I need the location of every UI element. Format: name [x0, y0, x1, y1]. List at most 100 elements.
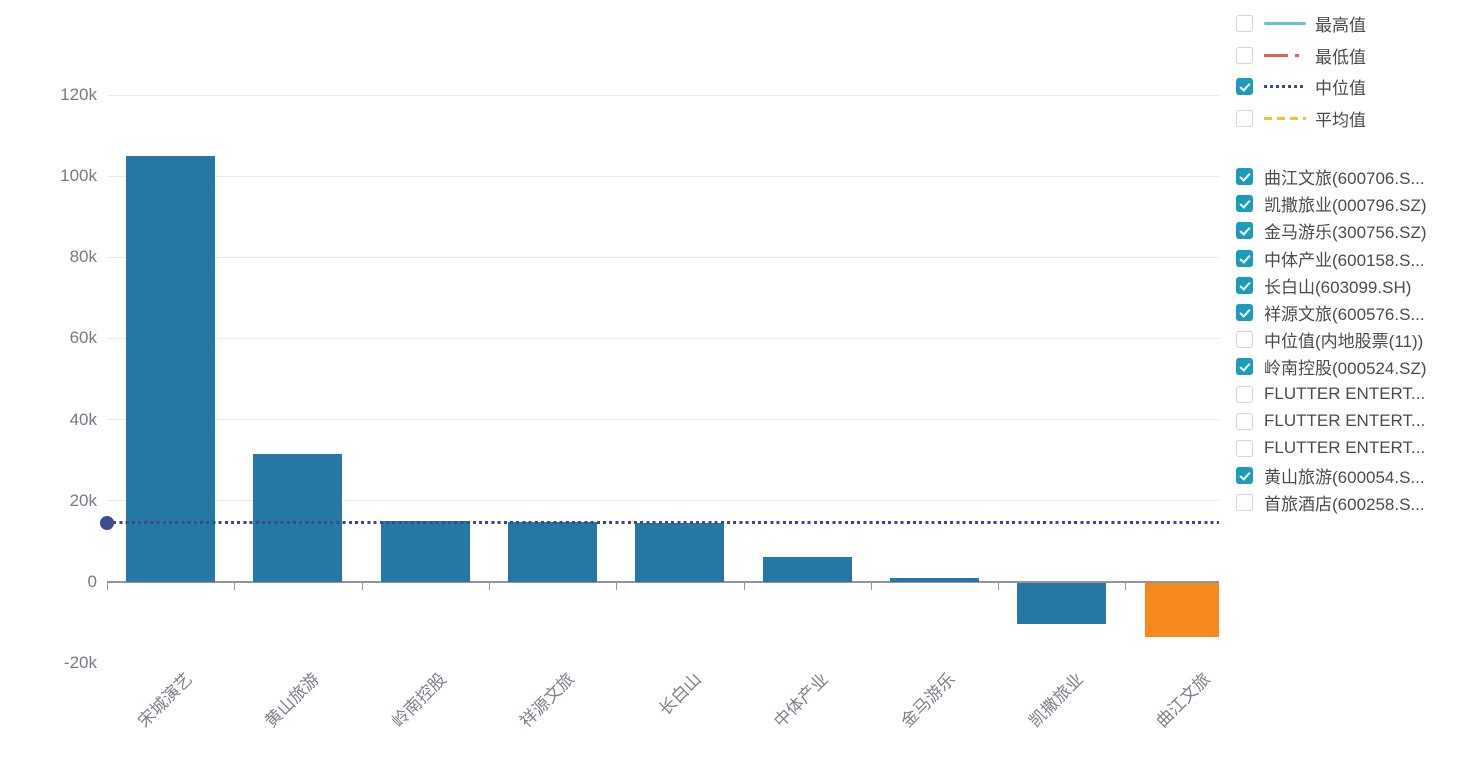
- x-axis-category-label: 岭南控股: [388, 669, 451, 732]
- x-axis-tick: [616, 582, 618, 590]
- legend-series-item[interactable]: FLUTTER ENTERT...: [1236, 381, 1477, 408]
- legend-panel: 最高值最低值 中位值平均值 曲江文旅(600706.S... 凯撒旅业(000796…: [1236, 8, 1477, 516]
- checkbox[interactable]: [1236, 412, 1253, 430]
- checkbox[interactable]: [1236, 46, 1253, 64]
- legend-series-label: FLUTTER ENTERT...: [1264, 384, 1426, 404]
- bar[interactable]: [762, 556, 852, 582]
- y-axis-tick-label: 20k: [69, 490, 97, 510]
- checkbox[interactable]: [1236, 222, 1253, 240]
- legend-series-label: 长白山(603099.SH): [1264, 277, 1412, 297]
- gridline: [107, 337, 1219, 339]
- x-axis-tick: [998, 582, 1000, 590]
- x-axis-category-label: 凯撒旅业: [1025, 669, 1087, 732]
- legend-item-平均值[interactable]: 平均值: [1236, 103, 1477, 135]
- legend-series-label: FLUTTER ENTERT...: [1264, 411, 1426, 431]
- median-line-start-dot: [100, 515, 114, 530]
- legend-item-label: 最高值: [1315, 16, 1366, 36]
- bar[interactable]: [1017, 582, 1107, 625]
- checkbox[interactable]: [1236, 276, 1253, 294]
- legend-series-item[interactable]: 长白山(603099.SH): [1236, 272, 1477, 299]
- checkbox[interactable]: [1236, 78, 1253, 96]
- legend-series-item[interactable]: 祥源文旅(600576.S...: [1236, 299, 1477, 326]
- legend-series-item[interactable]: FLUTTER ENTERT...: [1236, 435, 1477, 462]
- legend-series-label: 中体产业(600158.S...: [1264, 250, 1425, 270]
- legend-series-label: 岭南控股(000524.SZ): [1264, 359, 1427, 379]
- x-axis-tick: [107, 582, 108, 590]
- checkbox[interactable]: [1236, 195, 1253, 213]
- legend-item-最高值[interactable]: 最高值: [1236, 8, 1477, 40]
- legend-item-label: 平均值: [1315, 110, 1366, 130]
- bar[interactable]: [380, 521, 470, 582]
- legend-series-label: 黄山旅游(600054.S...: [1264, 468, 1425, 488]
- checkbox[interactable]: [1236, 439, 1253, 457]
- checkbox[interactable]: [1236, 494, 1253, 512]
- bar[interactable]: [126, 155, 216, 582]
- gridline: [107, 419, 1219, 421]
- x-axis-category-label: 祥源文旅: [515, 669, 578, 732]
- checkbox[interactable]: [1236, 385, 1253, 403]
- legend-series-item[interactable]: 中位值(内地股票(11)): [1236, 326, 1477, 353]
- gridline: [107, 256, 1219, 258]
- checkbox[interactable]: [1236, 304, 1253, 322]
- checkbox[interactable]: [1236, 15, 1253, 33]
- legend-item-中位值[interactable]: 中位值: [1236, 71, 1477, 103]
- legend-line-swatch-icon: [1264, 22, 1306, 26]
- y-axis-tick-label: 40k: [69, 409, 97, 429]
- bar[interactable]: [253, 454, 343, 582]
- legend-series-item[interactable]: 金马游乐(300756.SZ): [1236, 217, 1477, 244]
- bar[interactable]: [635, 522, 725, 582]
- x-axis-category-label: 宋城演艺: [134, 669, 196, 732]
- x-axis-tick: [743, 582, 745, 590]
- y-axis-tick-label: 0: [87, 571, 97, 591]
- x-axis-category-label: 黄山旅游: [261, 669, 323, 732]
- legend-series-label: 祥源文旅(600576.S...: [1264, 305, 1425, 325]
- x-axis-tick: [361, 582, 363, 590]
- gridline: [107, 95, 1219, 96]
- legend-series-item[interactable]: 曲江文旅(600706.S...: [1236, 163, 1477, 190]
- x-axis-tick: [1125, 582, 1127, 590]
- legend-series-item[interactable]: 凯撒旅业(000796.SZ): [1236, 190, 1477, 217]
- legend-series-label: 曲江文旅(600706.S...: [1264, 169, 1425, 189]
- legend-series-item[interactable]: 黄山旅游(600054.S...: [1236, 462, 1477, 489]
- legend-line-swatch-icon: [1264, 85, 1306, 89]
- bar[interactable]: [508, 522, 598, 582]
- legend-series-label: 首旅酒店(600258.S...: [1264, 495, 1425, 515]
- checkbox[interactable]: [1236, 249, 1253, 267]
- legend-stat-lines-group: 最高值最低值 中位值平均值: [1236, 8, 1477, 134]
- checkbox[interactable]: [1236, 467, 1253, 485]
- legend-series-label: 中位值(内地股票(11)): [1264, 332, 1424, 352]
- x-axis-category-label: 金马游乐: [897, 669, 960, 732]
- x-axis-category-label: 长白山: [655, 669, 705, 720]
- legend-series-item[interactable]: 中体产业(600158.S...: [1236, 245, 1477, 272]
- checkbox[interactable]: [1236, 168, 1253, 186]
- legend-series-item[interactable]: FLUTTER ENTERT...: [1236, 408, 1477, 435]
- legend-item-最低值[interactable]: 最低值: [1236, 40, 1477, 72]
- bar[interactable]: [1144, 582, 1219, 638]
- y-axis-tick-label: 100k: [60, 166, 97, 186]
- gridline: [107, 500, 1219, 502]
- y-axis-tick-label: -20k: [63, 653, 97, 672]
- bar[interactable]: [889, 577, 979, 582]
- legend-line-swatch-icon: [1264, 116, 1306, 120]
- x-axis-line: [107, 580, 1219, 583]
- legend-series-label: FLUTTER ENTERT...: [1264, 438, 1426, 458]
- legend-series-group: 曲江文旅(600706.S... 凯撒旅业(000796.SZ) 金马游乐(3007…: [1236, 163, 1477, 516]
- x-axis-tick: [234, 582, 236, 590]
- legend-series-item[interactable]: 首旅酒店(600258.S...: [1236, 489, 1477, 516]
- median-line: [107, 521, 1219, 525]
- checkbox[interactable]: [1236, 109, 1253, 127]
- checkbox[interactable]: [1236, 358, 1253, 376]
- legend-line-swatch-icon: [1264, 53, 1306, 57]
- legend-series-label: 金马游乐(300756.SZ): [1264, 223, 1427, 243]
- gridline: [107, 662, 1219, 663]
- x-axis-category-label: 中体产业: [770, 669, 833, 732]
- gridline: [107, 175, 1219, 177]
- y-axis-tick-label: 120k: [60, 85, 97, 104]
- y-axis-tick-label: 60k: [69, 328, 97, 348]
- y-axis-tick-label: 80k: [69, 247, 97, 267]
- checkbox[interactable]: [1236, 331, 1253, 349]
- x-axis-tick: [870, 582, 872, 590]
- plot-area: [107, 95, 1219, 663]
- legend-series-item[interactable]: 岭南控股(000524.SZ): [1236, 353, 1477, 380]
